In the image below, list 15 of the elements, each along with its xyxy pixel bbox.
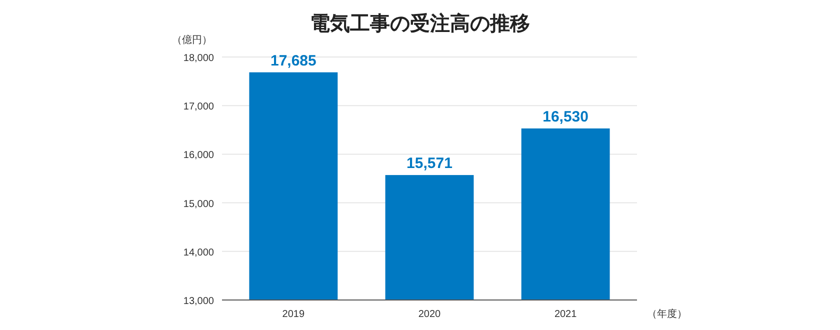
y-tick-label: 14,000 bbox=[183, 247, 214, 258]
y-tick-label: 18,000 bbox=[183, 53, 214, 64]
y-tick-label: 15,000 bbox=[183, 198, 214, 210]
y-tick-label: 17,000 bbox=[183, 102, 214, 113]
chart-title: 電気工事の受注高の推移 bbox=[310, 12, 530, 35]
x-tick-label: 2019 bbox=[282, 309, 305, 320]
y-tick-label: 13,000 bbox=[183, 296, 214, 307]
x-axis-title: （年度） bbox=[647, 308, 687, 320]
data-label: 15,571 bbox=[406, 155, 452, 172]
data-label: 17,685 bbox=[270, 52, 316, 70]
x-tick-label: 2020 bbox=[418, 309, 442, 320]
data-label: 16,530 bbox=[542, 108, 589, 126]
x-tick-label: 2021 bbox=[554, 309, 578, 320]
y-tick-label: 16,000 bbox=[183, 150, 214, 162]
y-axis-title: （億円） bbox=[172, 34, 212, 46]
